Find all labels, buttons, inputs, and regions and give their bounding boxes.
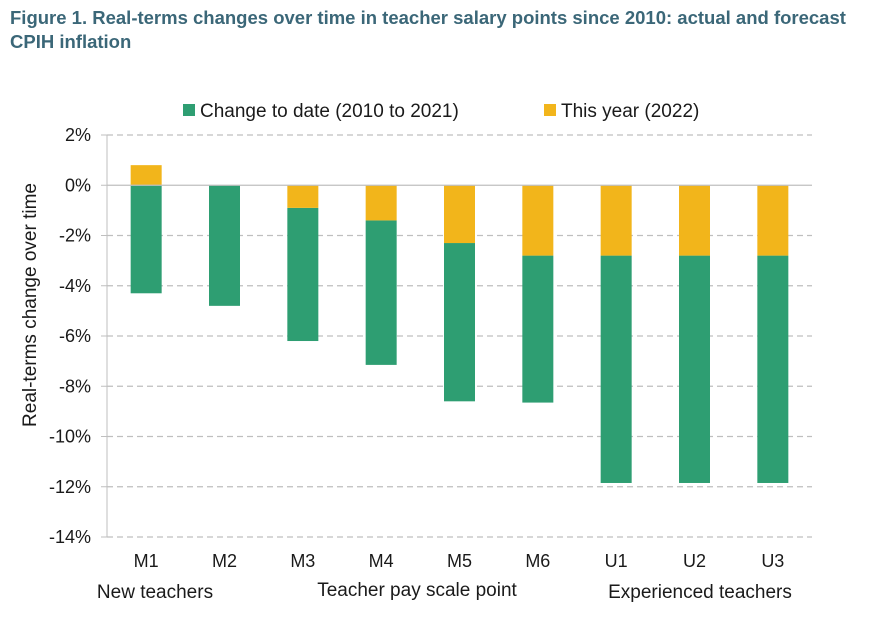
x-tick-label: M1 [134,551,159,571]
y-tick-label: -2% [59,226,91,246]
bar-this-year-u3 [757,185,789,256]
bar-to-date-u2 [679,255,710,483]
bar-this-year-m6 [522,185,554,256]
x-tick-label: M3 [290,551,315,571]
legend-swatch-this-year [544,104,556,116]
x-tick-label: U2 [683,551,706,571]
x-tick-label: M2 [212,551,237,571]
y-tick-label: 2% [65,125,91,145]
bar-this-year-m5 [444,185,475,244]
x-tick-label: M5 [447,551,472,571]
y-tick-label: -8% [59,376,91,396]
axes: 2% 0% -2% -4% -6% -8% -10% -12% -14% M1 M2 M3 M4 M5 M6… [49,125,812,571]
x-tick-label: U1 [605,551,628,571]
bars [130,165,789,483]
group-label-new-teachers: New teachers [97,582,213,603]
bar-to-date-u1 [600,255,632,483]
bar-to-date-m1 [130,185,162,294]
x-tick-label: M4 [369,551,394,571]
y-tick-label: -6% [59,326,91,346]
x-axis-label: Teacher pay scale point [317,580,517,601]
bar-to-date-m4 [365,220,397,365]
x-tick-label: M6 [525,551,550,571]
y-tick-label: -10% [49,427,91,447]
figure-title: Figure 1. Real-terms changes over time i… [10,7,846,52]
bar-to-date-m5 [444,243,475,402]
y-tick-label: 0% [65,175,91,195]
group-label-experienced-teachers: Experienced teachers [608,582,792,603]
legend-label-this-year: This year (2022) [561,101,699,122]
y-tick-label: -12% [49,477,91,497]
bar-this-year-m1 [130,165,162,186]
legend-swatch-to-date [183,104,195,116]
bar-this-year-u1 [600,185,632,256]
bar-to-date-m6 [522,255,554,403]
legend-label-to-date: Change to date (2010 to 2021) [200,101,459,122]
legend: Change to date (2010 to 2021) This year … [183,101,699,122]
bar-this-year-m3 [287,185,319,208]
y-tick-label: -14% [49,527,91,547]
bar-to-date-m2 [209,185,240,306]
bar-to-date-u3 [757,255,789,483]
y-tick-label: -4% [59,276,91,296]
x-tick-label: U3 [761,551,784,571]
bar-to-date-m3 [287,207,319,342]
y-axis-label: Real-terms change over time [20,183,41,427]
bar-this-year-m4 [365,185,397,221]
bar-this-year-u2 [679,185,710,256]
